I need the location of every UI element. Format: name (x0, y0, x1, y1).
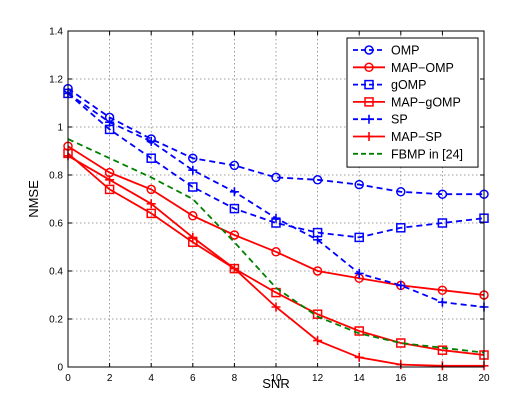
y-tick-label: 1.4 (49, 27, 63, 38)
data-point (312, 175, 323, 185)
legend: OMP MAP−OMP gOMP MAP−gOMP SP MAP−SP FBMP in [2… (346, 37, 479, 168)
data-point (229, 160, 240, 171)
data-point (188, 182, 198, 192)
data-point (354, 268, 364, 278)
series-line (67, 138, 485, 354)
data-point (271, 247, 281, 257)
legend-label: MAP−gOMP (391, 95, 461, 109)
x-tick-label: 16 (395, 373, 407, 384)
data-point (188, 232, 198, 242)
data-point (437, 297, 447, 307)
x-tick-label: 10 (270, 373, 282, 384)
data-point (104, 184, 115, 195)
data-point (271, 213, 281, 223)
x-tick-label: 12 (312, 373, 324, 384)
data-point (312, 266, 323, 276)
data-point (437, 285, 448, 295)
data-point (354, 352, 364, 362)
data-point (146, 184, 156, 195)
x-tick-label: 20 (478, 373, 490, 384)
data-point (312, 309, 323, 319)
legend-swatch-marker (364, 62, 374, 73)
series-4 (63, 88, 489, 312)
data-point (146, 199, 156, 209)
data-point (271, 172, 281, 183)
legend-label: MAP−OMP (391, 61, 454, 75)
data-point (188, 211, 198, 221)
legend-swatch-marker (364, 45, 374, 55)
data-point (354, 179, 364, 190)
data-point (229, 230, 240, 240)
data-point (229, 187, 239, 197)
y-tick-label: 0 (57, 363, 63, 374)
y-tick-label: 0.2 (49, 315, 63, 326)
data-point (437, 218, 448, 228)
legend-label: FBMP in [24] (391, 147, 463, 161)
y-tick-label: 0.4 (49, 267, 63, 278)
y-tick-label: 1.2 (49, 75, 63, 86)
series-group (63, 83, 489, 371)
legend-swatch-marker (364, 79, 374, 90)
legend-label: OMP (391, 44, 419, 58)
x-tick-label: 6 (190, 373, 196, 384)
data-point (313, 336, 323, 346)
y-axis-label: NMSE (26, 180, 41, 218)
series-6 (67, 138, 485, 354)
data-point (354, 232, 364, 243)
data-point (437, 189, 448, 199)
x-tick-label: 8 (232, 373, 238, 384)
data-point (188, 165, 198, 175)
legend-swatch-marker (364, 132, 374, 141)
data-point (229, 203, 240, 214)
legend-swatch-marker (364, 114, 374, 124)
x-tick-label: 4 (148, 373, 154, 384)
data-point (396, 187, 406, 197)
legend-label: SP (391, 113, 408, 127)
data-point (146, 136, 156, 146)
y-tick-label: 0.6 (49, 219, 63, 230)
data-point (437, 345, 448, 355)
data-point (105, 175, 115, 185)
legend-swatch-marker (364, 97, 374, 107)
data-point (229, 264, 239, 274)
data-point (146, 208, 156, 219)
data-point (396, 223, 406, 233)
data-point (396, 280, 406, 290)
axis-ticks: 0 2 4 6 8 10 12 14 16 18 20 0 0.2 0.4 0.6 0.8 1 1.2 1.4 (49, 27, 490, 385)
x-tick-label: 18 (437, 373, 449, 384)
series-line (67, 145, 485, 296)
y-tick-label: 1 (57, 123, 63, 134)
legend-label: gOMP (391, 78, 426, 92)
data-point (271, 302, 281, 312)
legend-label: MAP−SP (391, 130, 442, 144)
x-tick-label: 0 (65, 373, 71, 384)
data-point (188, 153, 198, 163)
data-point (146, 153, 156, 163)
data-point (105, 117, 115, 127)
series-line (67, 87, 484, 196)
x-axis-label: SNR (262, 376, 289, 391)
data-point (313, 235, 323, 245)
y-tick-label: 0.8 (49, 171, 63, 182)
x-tick-label: 2 (107, 373, 113, 384)
series-1 (63, 141, 489, 300)
x-tick-label: 14 (354, 373, 366, 384)
